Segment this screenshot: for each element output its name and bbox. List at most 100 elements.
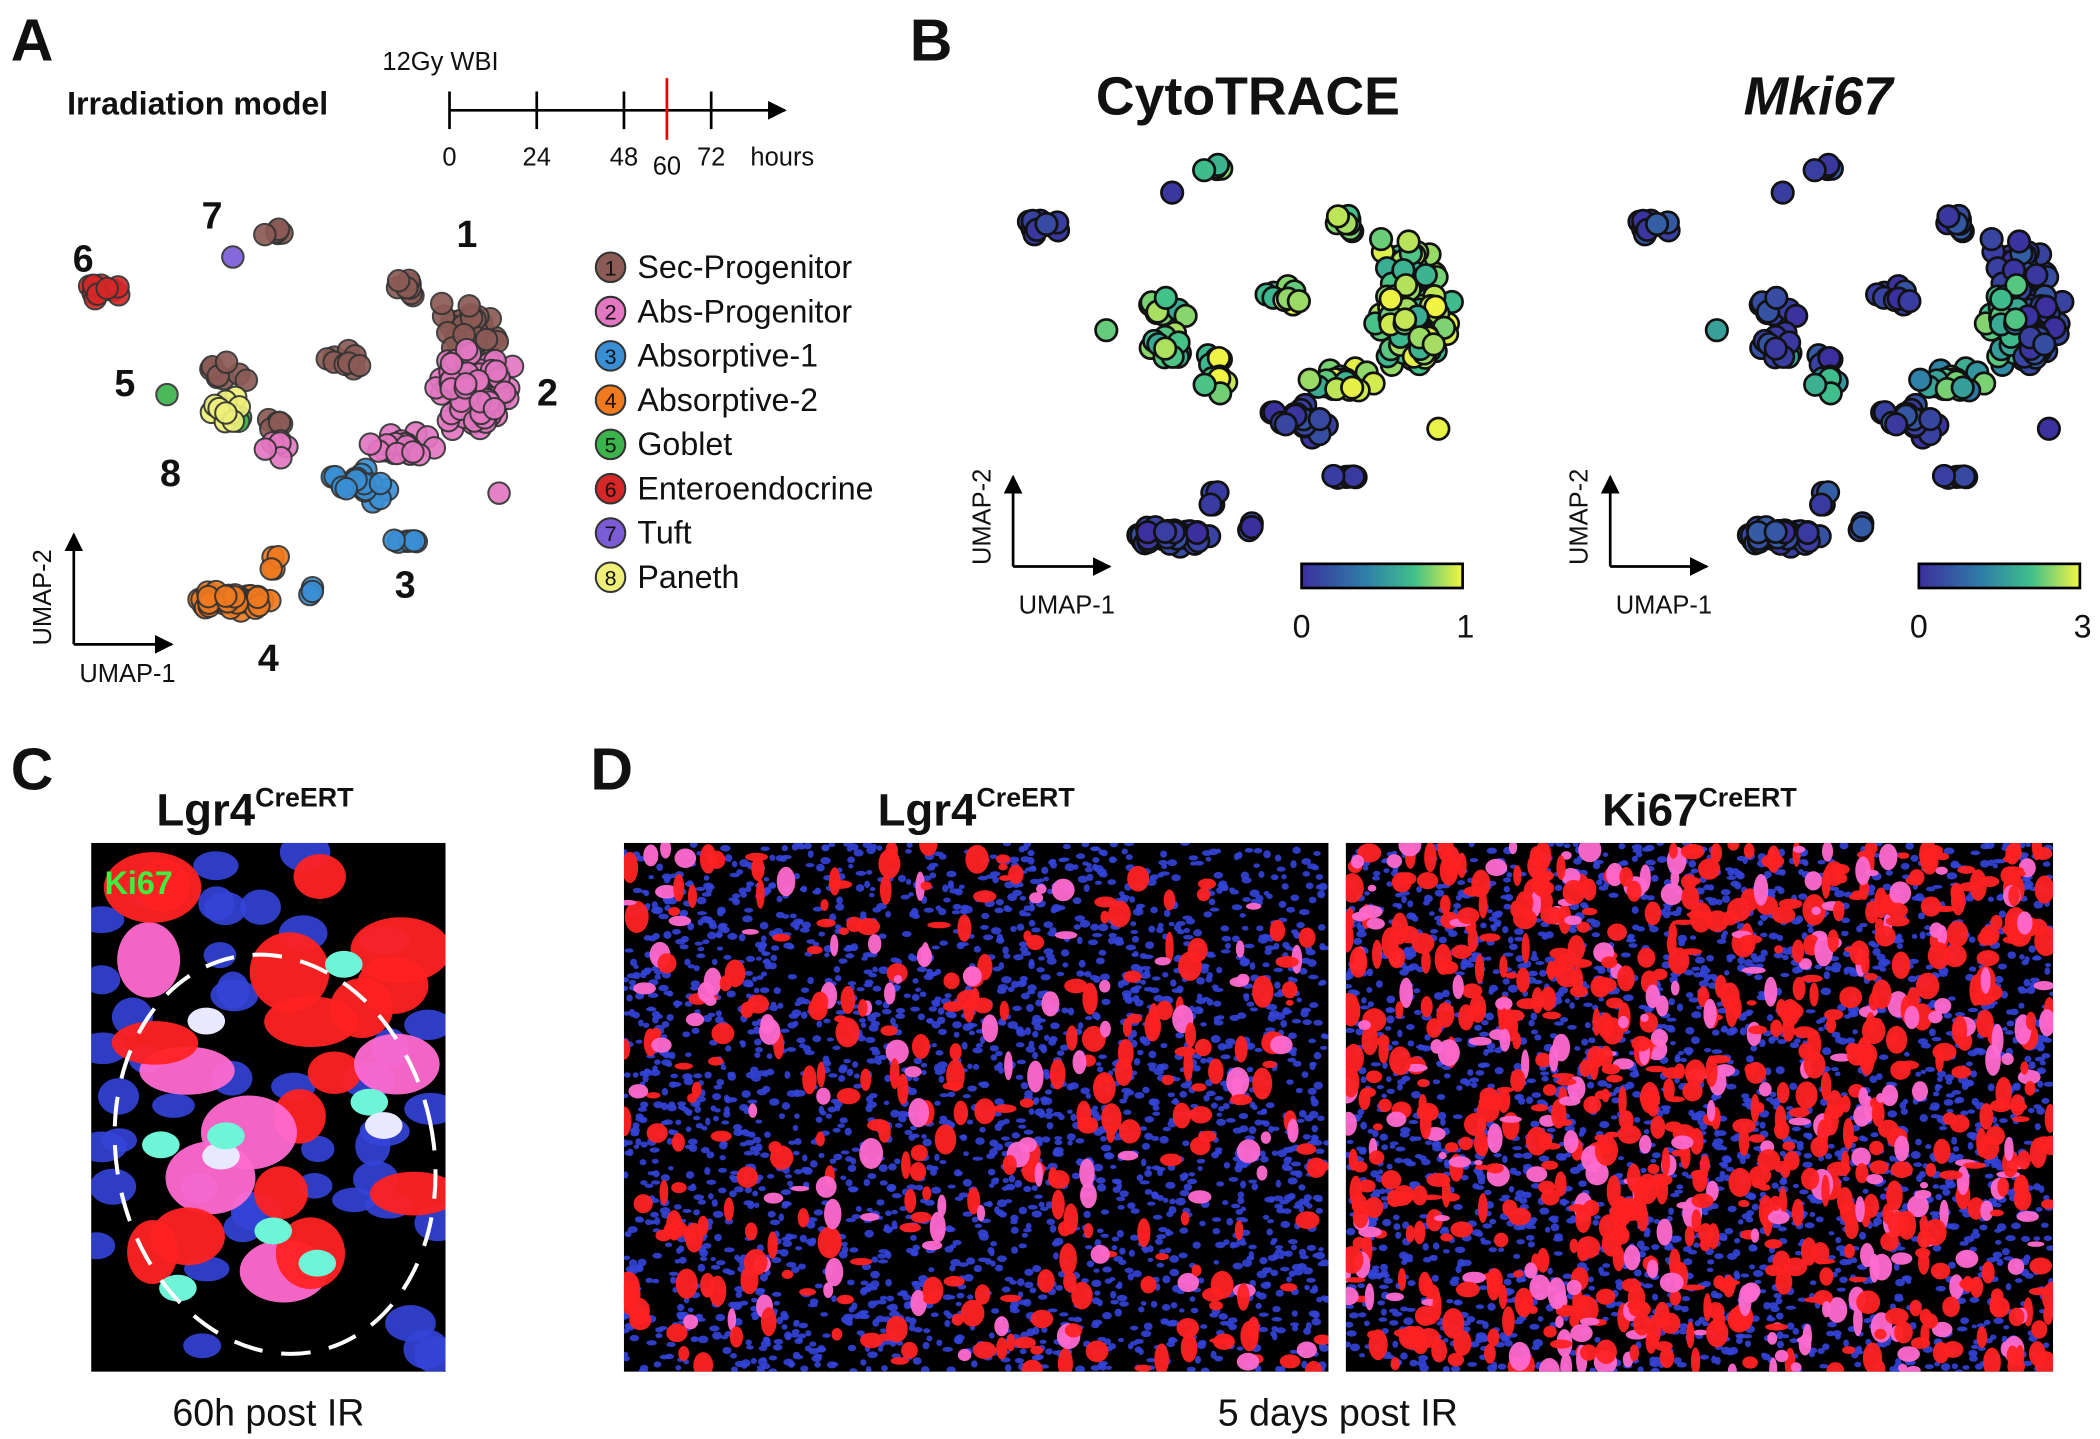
nucleus <box>1662 1106 1670 1115</box>
nucleus <box>968 1030 976 1036</box>
nucleus <box>1181 1172 1189 1180</box>
nucleus <box>1186 1366 1196 1372</box>
nucleus <box>1226 1217 1234 1226</box>
nucleus <box>1148 925 1156 933</box>
nucleus <box>744 907 754 913</box>
nucleus <box>1546 1127 1556 1133</box>
nucleus <box>1016 1029 1027 1037</box>
nucleus <box>1200 1057 1207 1064</box>
nucleus <box>1147 1201 1156 1206</box>
nucleus <box>1298 1184 1306 1191</box>
nucleus <box>1308 1110 1319 1119</box>
nucleus <box>781 1102 791 1110</box>
legend-swatch <box>594 472 627 505</box>
legend-label: Sec-Progenitor <box>637 249 852 285</box>
nucleus <box>1993 1317 2004 1325</box>
nucleus <box>876 845 883 851</box>
nucleus <box>1220 1054 1231 1060</box>
nucleus <box>1002 842 1012 847</box>
nucleus <box>1358 1312 1367 1318</box>
nucleus <box>1182 1140 1190 1147</box>
nucleus <box>1062 843 1071 850</box>
reporter-signal <box>1101 1103 1122 1134</box>
nucleus <box>655 1333 663 1339</box>
nucleus <box>759 987 770 994</box>
nucleus <box>1218 1313 1228 1320</box>
nucleus <box>1792 1328 1800 1335</box>
nucleus <box>653 1361 662 1368</box>
nucleus <box>623 1351 629 1357</box>
legend-label: Enteroendocrine <box>637 470 873 506</box>
nucleus <box>640 1180 648 1186</box>
cell-point <box>1321 463 1346 488</box>
nucleus <box>1052 1350 1060 1355</box>
nucleus <box>1479 1031 1489 1037</box>
cell-point <box>1378 287 1403 312</box>
nucleus <box>1270 874 1279 881</box>
nucleus <box>1134 999 1144 1007</box>
nucleus <box>203 942 237 969</box>
nucleus <box>1021 1233 1029 1238</box>
reporter-signal <box>1155 1253 1169 1261</box>
nucleus <box>967 1063 973 1070</box>
reporter-signal <box>1083 1223 1094 1239</box>
nucleus <box>697 1199 707 1205</box>
nucleus <box>1108 856 1117 864</box>
nucleus <box>962 1211 973 1217</box>
nucleus <box>658 984 669 992</box>
nucleus <box>979 924 989 930</box>
reporter-signal <box>879 875 892 905</box>
nucleus <box>989 1045 999 1052</box>
nucleus <box>1114 940 1122 945</box>
nucleus <box>814 1361 821 1368</box>
nucleus <box>745 993 752 999</box>
cell-point <box>2004 273 2029 298</box>
nucleus <box>694 941 704 946</box>
nucleus <box>1270 1240 1276 1246</box>
nucleus <box>869 886 876 892</box>
nucleus <box>703 875 710 881</box>
nucleus <box>663 990 673 996</box>
nucleus <box>1029 1287 1037 1294</box>
nucleus <box>1092 1163 1104 1172</box>
nucleus <box>738 887 747 895</box>
nucleus <box>1251 1183 1259 1191</box>
nucleus <box>1153 994 1164 1002</box>
nucleus <box>796 1037 806 1044</box>
reporter-signal <box>965 844 989 874</box>
nucleus <box>1023 1129 1034 1135</box>
nucleus <box>1072 897 1082 905</box>
nucleus <box>1286 906 1296 913</box>
nucleus <box>1142 1039 1151 1047</box>
nucleus <box>923 1328 931 1334</box>
nucleus <box>1066 1133 1076 1141</box>
cell-point <box>1763 336 1788 361</box>
reporter-signal <box>857 999 868 1017</box>
nucleus <box>651 1158 659 1164</box>
nucleus <box>704 1167 711 1175</box>
nucleus <box>1213 1355 1224 1362</box>
nucleus <box>706 1179 717 1185</box>
nucleus <box>639 1159 647 1166</box>
nucleus <box>755 1119 763 1124</box>
nucleus <box>1149 874 1159 881</box>
nucleus <box>1045 1107 1054 1114</box>
title: Lgr4 <box>878 785 977 836</box>
nucleus <box>875 1315 886 1323</box>
reporter-signal <box>927 921 951 929</box>
nucleus <box>773 1300 781 1306</box>
nucleus <box>912 978 919 984</box>
nucleus <box>697 919 704 926</box>
reporter-signal <box>1275 956 1299 968</box>
nucleus <box>766 1053 773 1060</box>
nucleus <box>1569 1002 1575 1009</box>
reporter-signal <box>1054 931 1078 940</box>
nucleus <box>674 1259 681 1264</box>
reporter-signal <box>893 974 903 984</box>
nucleus <box>777 1002 784 1009</box>
nucleus <box>1610 1115 1618 1120</box>
nucleus <box>1061 1007 1069 1014</box>
nucleus <box>789 913 797 919</box>
nucleus <box>744 1139 755 1146</box>
nucleus <box>1293 932 1300 939</box>
